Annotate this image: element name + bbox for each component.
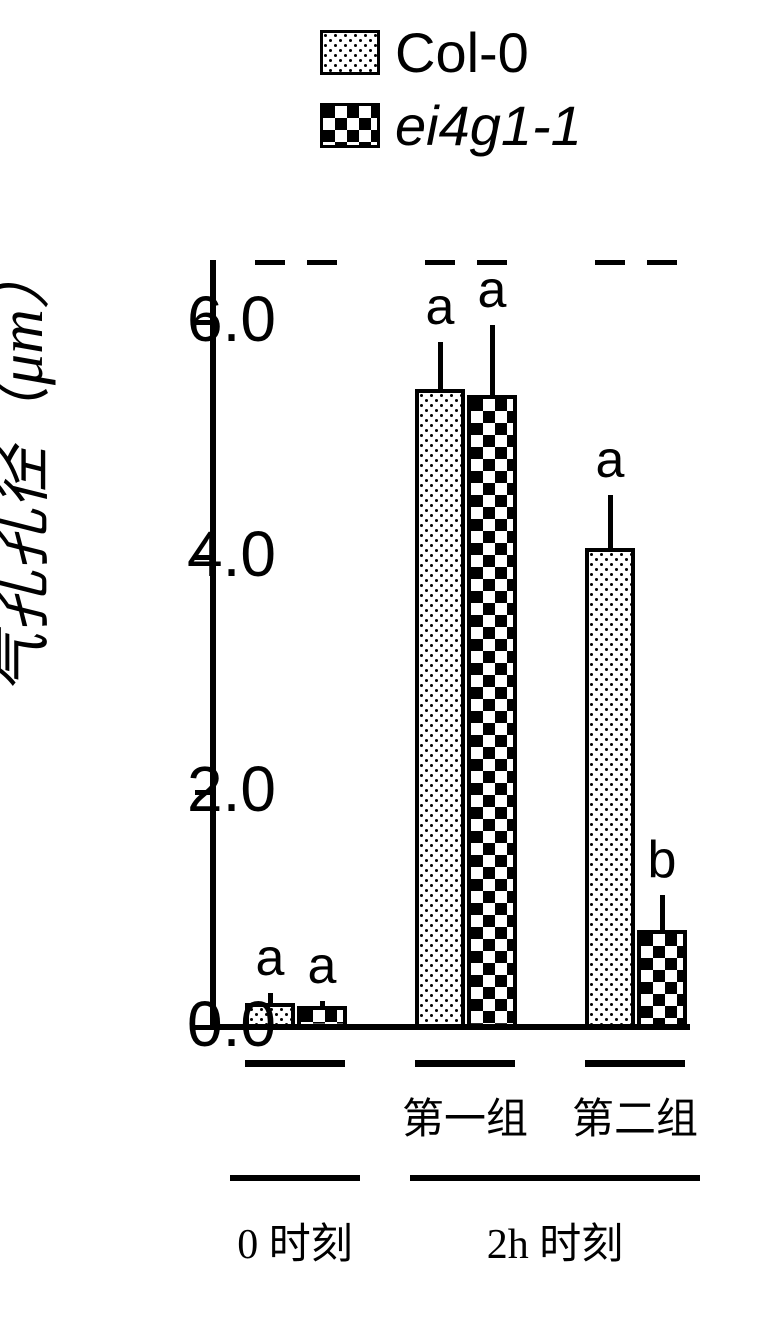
error-cap (425, 260, 455, 265)
legend-item: Col-0 (320, 20, 582, 85)
x-group-line (585, 1060, 685, 1067)
bar (467, 395, 517, 1024)
time-line (410, 1175, 700, 1181)
x-axis (210, 1024, 690, 1030)
time-label: 2h 时刻 (487, 1210, 624, 1271)
legend: Col-0 ei4g1-1 (320, 20, 582, 166)
legend-label-ei4g1: ei4g1-1 (395, 93, 582, 158)
error-bar (490, 325, 495, 396)
significance-label: a (426, 277, 455, 337)
y-axis-title: 气孔孔径（μm） (0, 247, 60, 695)
y-tick-label: 4.0 (187, 517, 276, 591)
significance-label: a (596, 430, 625, 490)
error-cap (595, 260, 625, 265)
y-tick-label: 6.0 (187, 282, 276, 356)
bar (415, 389, 465, 1024)
significance-label: a (478, 260, 507, 320)
bar (585, 548, 635, 1024)
legend-swatch-checker (320, 103, 380, 148)
time-label: 0 时刻 (237, 1210, 353, 1271)
error-cap (647, 260, 677, 265)
x-group-label: 第一组 (402, 1085, 528, 1146)
y-axis (210, 260, 216, 1030)
error-cap (307, 260, 337, 265)
significance-label: b (648, 830, 677, 890)
x-group-line (415, 1060, 515, 1067)
x-group-label: 第二组 (572, 1085, 698, 1146)
chart-area: aaaaab (210, 260, 690, 1030)
error-bar (320, 1001, 325, 1007)
legend-swatch-dots (320, 30, 380, 75)
bar (297, 1006, 347, 1024)
y-tick-label: 0.0 (187, 987, 276, 1061)
time-line (230, 1175, 360, 1181)
y-tick-label: 2.0 (187, 752, 276, 826)
error-bar (660, 895, 665, 930)
legend-item: ei4g1-1 (320, 93, 582, 158)
bar (637, 930, 687, 1024)
error-bar (608, 495, 613, 548)
x-group-line (245, 1060, 345, 1067)
error-bar (438, 342, 443, 389)
legend-label-col0: Col-0 (395, 20, 529, 85)
significance-label: a (308, 936, 337, 996)
significance-label: a (256, 928, 285, 988)
error-cap (255, 260, 285, 265)
